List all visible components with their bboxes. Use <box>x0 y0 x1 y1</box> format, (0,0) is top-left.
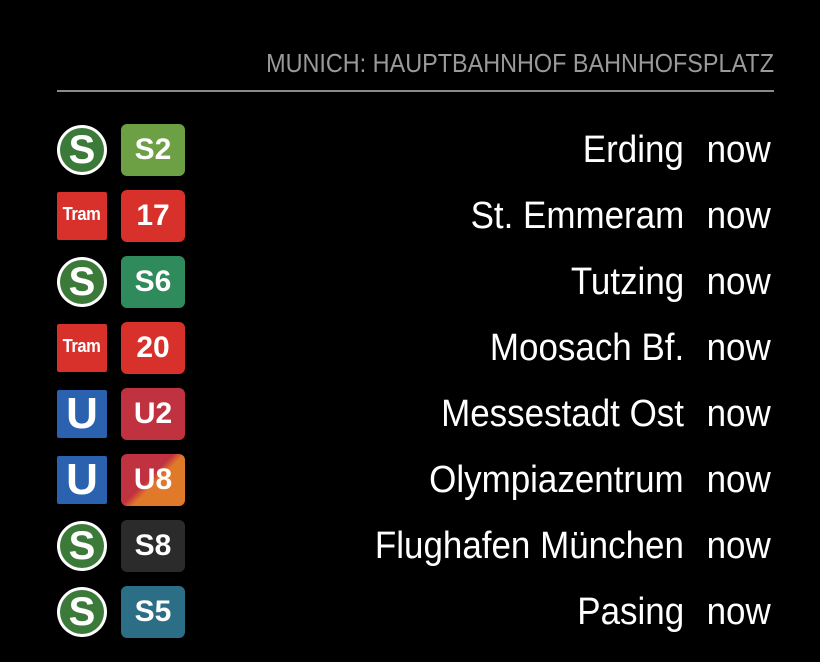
line-number: U8 <box>133 463 173 496</box>
destination: Moosach Bf. <box>489 327 684 369</box>
departure-time: now <box>706 459 771 501</box>
line-badge: U2 <box>121 388 185 440</box>
departure-row: U U2 Messestadt Ost now <box>57 382 774 448</box>
departure-row: S S6 Tutzing now <box>57 250 774 316</box>
destination: Flughafen München <box>374 525 684 567</box>
s-bahn-icon: S <box>57 521 107 571</box>
destination: Tutzing <box>570 261 684 303</box>
departure-row: S S5 Pasing now <box>57 580 774 646</box>
destination: St. Emmeram <box>470 195 684 237</box>
tram-icon-label: Tram <box>63 335 101 356</box>
line-number: S6 <box>134 265 172 298</box>
u-bahn-icon: U <box>57 390 107 438</box>
line-badge: S8 <box>121 520 185 572</box>
tram-icon: Tram <box>57 192 107 240</box>
line-badge: S5 <box>121 586 185 638</box>
tram-icon-label: Tram <box>63 203 101 224</box>
departure-time: now <box>706 591 771 633</box>
s-bahn-icon-letter: S <box>60 260 104 304</box>
departure-row: S S8 Flughafen München now <box>57 514 774 580</box>
s-bahn-icon: S <box>57 257 107 307</box>
s-bahn-icon: S <box>57 587 107 637</box>
destination: Pasing <box>577 591 684 633</box>
line-badge: U8 <box>121 454 185 506</box>
line-number: U2 <box>133 397 173 430</box>
departure-time: now <box>706 195 771 237</box>
line-number: S8 <box>134 529 172 562</box>
departure-time: now <box>706 393 771 435</box>
s-bahn-icon-letter: S <box>60 590 104 634</box>
departure-list: S S2 Erding now Tram 17 St. Emmeram now S S6 Tutzi… <box>57 118 774 646</box>
s-bahn-icon-letter: S <box>60 524 104 568</box>
tram-icon: Tram <box>57 324 107 372</box>
station-title: MUNICH: HAUPTBAHNHOF BAHNHOFSPLATZ <box>266 48 774 78</box>
departure-row: Tram 20 Moosach Bf. now <box>57 316 774 382</box>
u-bahn-icon-letter: U <box>66 455 98 504</box>
destination: Erding <box>582 129 684 171</box>
u-bahn-icon-letter: U <box>66 389 98 438</box>
line-number: 20 <box>136 331 170 364</box>
s-bahn-icon: S <box>57 125 107 175</box>
departure-row: S S2 Erding now <box>57 118 774 184</box>
line-badge: 20 <box>121 322 185 374</box>
s-bahn-icon-letter: S <box>60 128 104 172</box>
destination: Messestadt Ost <box>441 393 684 435</box>
line-number: 17 <box>136 199 170 232</box>
line-badge: S2 <box>121 124 185 176</box>
header-divider <box>57 90 774 92</box>
departure-time: now <box>706 525 771 567</box>
departure-time: now <box>706 129 771 171</box>
u-bahn-icon: U <box>57 456 107 504</box>
departure-time: now <box>706 261 771 303</box>
departure-time: now <box>706 327 771 369</box>
line-badge: S6 <box>121 256 185 308</box>
departure-row: Tram 17 St. Emmeram now <box>57 184 774 250</box>
line-number: S5 <box>134 595 172 628</box>
line-number: S2 <box>134 133 172 166</box>
line-badge: 17 <box>121 190 185 242</box>
departure-row: U U8 Olympiazentrum now <box>57 448 774 514</box>
destination: Olympiazentrum <box>429 459 684 501</box>
